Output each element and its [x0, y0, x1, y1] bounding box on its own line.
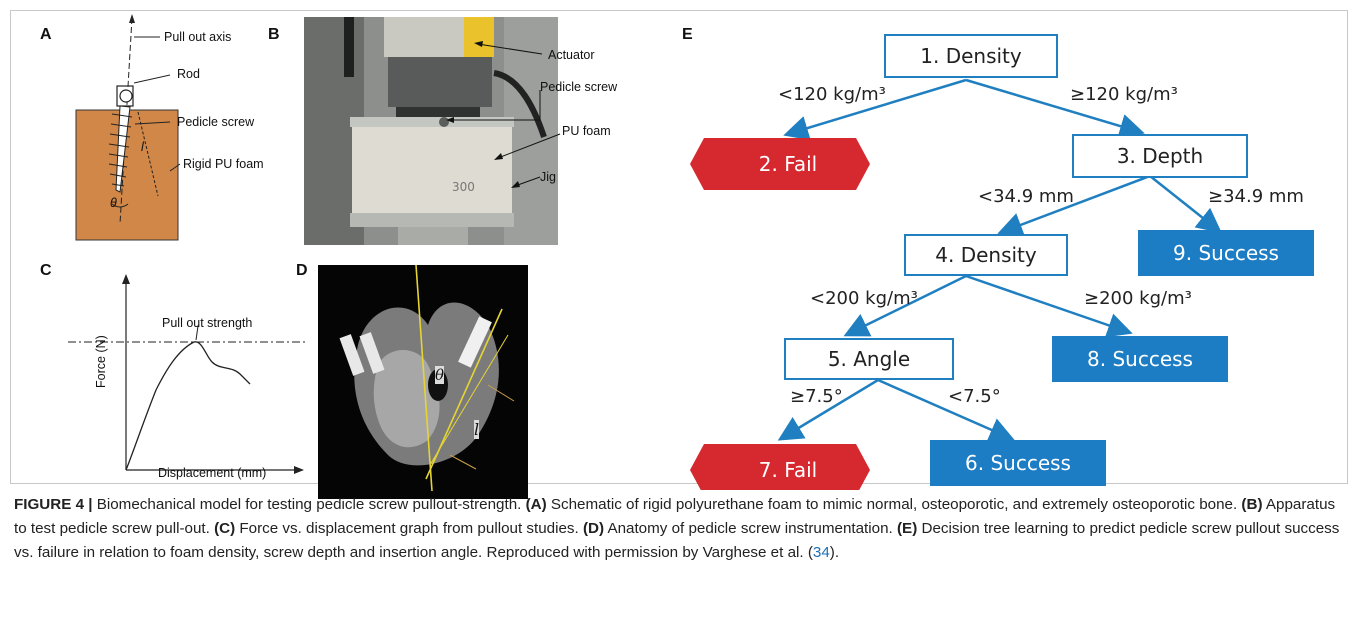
caption-b-text: Apparatus to test pedicle screw pull-out…: [14, 496, 1336, 537]
label-angle-a: θ: [110, 196, 117, 210]
label-angle-d: θ: [435, 366, 445, 384]
caption-b-tag: (B): [1241, 496, 1263, 513]
axis-arrowhead: [129, 14, 135, 23]
caption-c-text: Force vs. displacement graph from pullou…: [235, 520, 583, 537]
label-length-d: l: [474, 420, 480, 439]
tree-node-1: 1. Density: [884, 34, 1058, 78]
edge-3-9: [1149, 175, 1222, 234]
panel-letter-c: C: [40, 262, 52, 279]
caption-e-text: Decision tree learning to predict pedicl…: [14, 520, 1340, 561]
edge-5-6: [877, 378, 1015, 442]
label-pull-out-strength: Pull out strength: [162, 316, 253, 330]
edge-5-7: [777, 378, 879, 441]
label-actuator: Actuator: [548, 48, 595, 62]
force-curve: [125, 341, 251, 471]
label-pu-foam: PU foam: [562, 124, 611, 138]
edge-3-4: [997, 174, 1151, 237]
caption-reference-link[interactable]: 34: [812, 544, 830, 561]
caption-title: Biomechanical model for testing pedicle …: [92, 496, 526, 513]
pedicle-anatomy-photo: [318, 265, 528, 499]
figure-caption: FIGURE 4 | Biomechanical model for testi…: [14, 493, 1344, 565]
edge-label-5-6: <7.5°: [948, 386, 1001, 407]
caption-d-text: Anatomy of pedicle screw instrumentation…: [604, 520, 897, 537]
caption-a-text: Schematic of rigid polyurethane foam to …: [546, 496, 1242, 513]
label-length-a: l: [141, 140, 144, 154]
caption-a-tag: (A): [525, 496, 547, 513]
edge-label-3-9: ≥34.9 mm: [1208, 186, 1304, 207]
label-pedicle-screw-a: Pedicle screw: [177, 115, 255, 129]
caption-end: ).: [829, 544, 840, 561]
edge-label-3-4: <34.9 mm: [978, 186, 1074, 207]
caption-e-tag: (E): [897, 520, 918, 537]
tree-node-8: 8. Success: [1052, 336, 1228, 382]
label-pedicle-screw-b: Pedicle screw: [540, 80, 618, 94]
panel-b-leader-lines: [446, 41, 561, 188]
panel-letter-b: B: [268, 26, 280, 43]
label-rigid-pu-foam: Rigid PU foam: [183, 157, 264, 171]
edge-1-2: [783, 78, 967, 141]
panel-letter-d: D: [296, 262, 308, 279]
panel-letter-a: A: [40, 26, 52, 43]
panel-a-schematic: [75, 14, 181, 241]
label-jig: Jig: [540, 170, 556, 184]
tree-node-4: 4. Density: [904, 234, 1068, 276]
decision-tree-edges: [690, 78, 1222, 490]
tree-node-2: 2. Fail: [758, 152, 818, 176]
edge-label-1-2: <120 kg/m³: [778, 84, 886, 105]
rod-icon: [119, 89, 133, 103]
caption-figure-label: FIGURE 4 |: [14, 496, 93, 513]
tree-node-3: 3. Depth: [1072, 134, 1248, 178]
figure-frame: [10, 10, 1348, 484]
tree-node-7: 7. Fail: [758, 458, 818, 482]
force-displacement-graph: [68, 274, 306, 474]
apparatus-photo: [304, 17, 558, 245]
edge-label-4-8: ≥200 kg/m³: [1084, 288, 1192, 309]
caption-d-tag: (D): [582, 520, 605, 537]
label-pull-out-axis: Pull out axis: [164, 30, 232, 44]
label-rod: Rod: [177, 67, 200, 81]
edge-4-5: [843, 274, 967, 337]
node-2-shape: [690, 138, 870, 190]
panel-letter-e: E: [682, 26, 693, 43]
pedicle-screw-icon: [108, 105, 133, 193]
label-force-axis: Force (N): [94, 335, 108, 388]
edge-4-8: [965, 274, 1133, 338]
edge-1-3: [965, 78, 1145, 139]
foam-mark: 300: [452, 180, 475, 194]
label-displacement-axis: Displacement (mm): [158, 466, 267, 480]
node-7-shape: [690, 444, 870, 490]
edge-label-1-3: ≥120 kg/m³: [1070, 84, 1178, 105]
caption-c-tag: (C): [214, 520, 236, 537]
tree-node-6: 6. Success: [930, 440, 1106, 486]
tree-node-5: 5. Angle: [784, 338, 954, 380]
edge-label-4-5: <200 kg/m³: [810, 288, 918, 309]
edge-label-5-7: ≥7.5°: [790, 386, 843, 407]
tree-node-9: 9. Success: [1138, 230, 1314, 276]
